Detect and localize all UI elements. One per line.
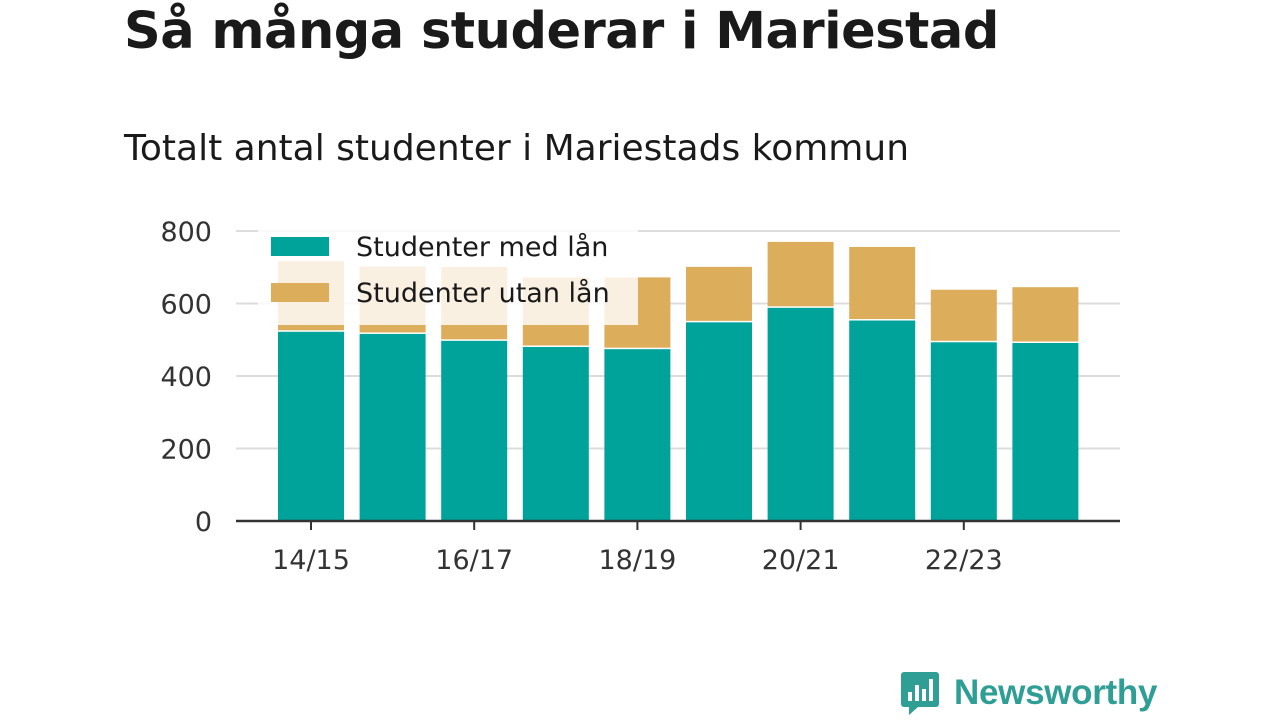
legend-swatch [271,237,329,256]
bar-segment-utan-lan [767,241,834,307]
x-tick-label: 20/21 [762,545,840,576]
y-tick-label: 600 [160,290,212,321]
y-tick-label: 800 [160,217,212,248]
bar-segment-med-lan [930,342,997,521]
legend-swatch [271,283,329,302]
bar-segment-med-lan [1012,343,1079,521]
bar-segment-med-lan [441,340,508,521]
x-tick-label: 22/23 [925,545,1003,576]
bar-segment-med-lan [278,331,344,521]
logo-text: Newsworthy [954,673,1158,712]
bar-chart-speech-bubble-icon [901,672,939,715]
bar-segment-utan-lan [686,266,752,321]
bar-segment-utan-lan [849,246,916,320]
y-tick-label: 200 [160,435,212,466]
x-tick-label: 18/19 [598,545,676,576]
bar-segment-med-lan [849,320,916,521]
bar-segment-med-lan [767,307,834,521]
chart-subtitle: Totalt antal studenter i Mariestads komm… [124,128,910,169]
bar-segment-utan-lan [1012,287,1079,342]
chart-title: Så många studerar i Mariestad [124,2,999,61]
legend-label: Studenter utan lån [356,278,610,309]
bar-segment-med-lan [604,349,671,521]
bar-segment-utan-lan [930,289,997,341]
bar-segment-med-lan [686,322,752,521]
bar-segment-med-lan [359,333,426,521]
x-tick-label: 14/15 [272,545,350,576]
x-tick-label: 16/17 [435,545,513,576]
newsworthy-logo: Newsworthy [900,670,1157,716]
y-tick-label: 0 [195,507,212,538]
legend-label: Studenter med lån [356,232,608,263]
y-tick-label: 400 [160,362,212,393]
bar-segment-med-lan [522,347,589,521]
